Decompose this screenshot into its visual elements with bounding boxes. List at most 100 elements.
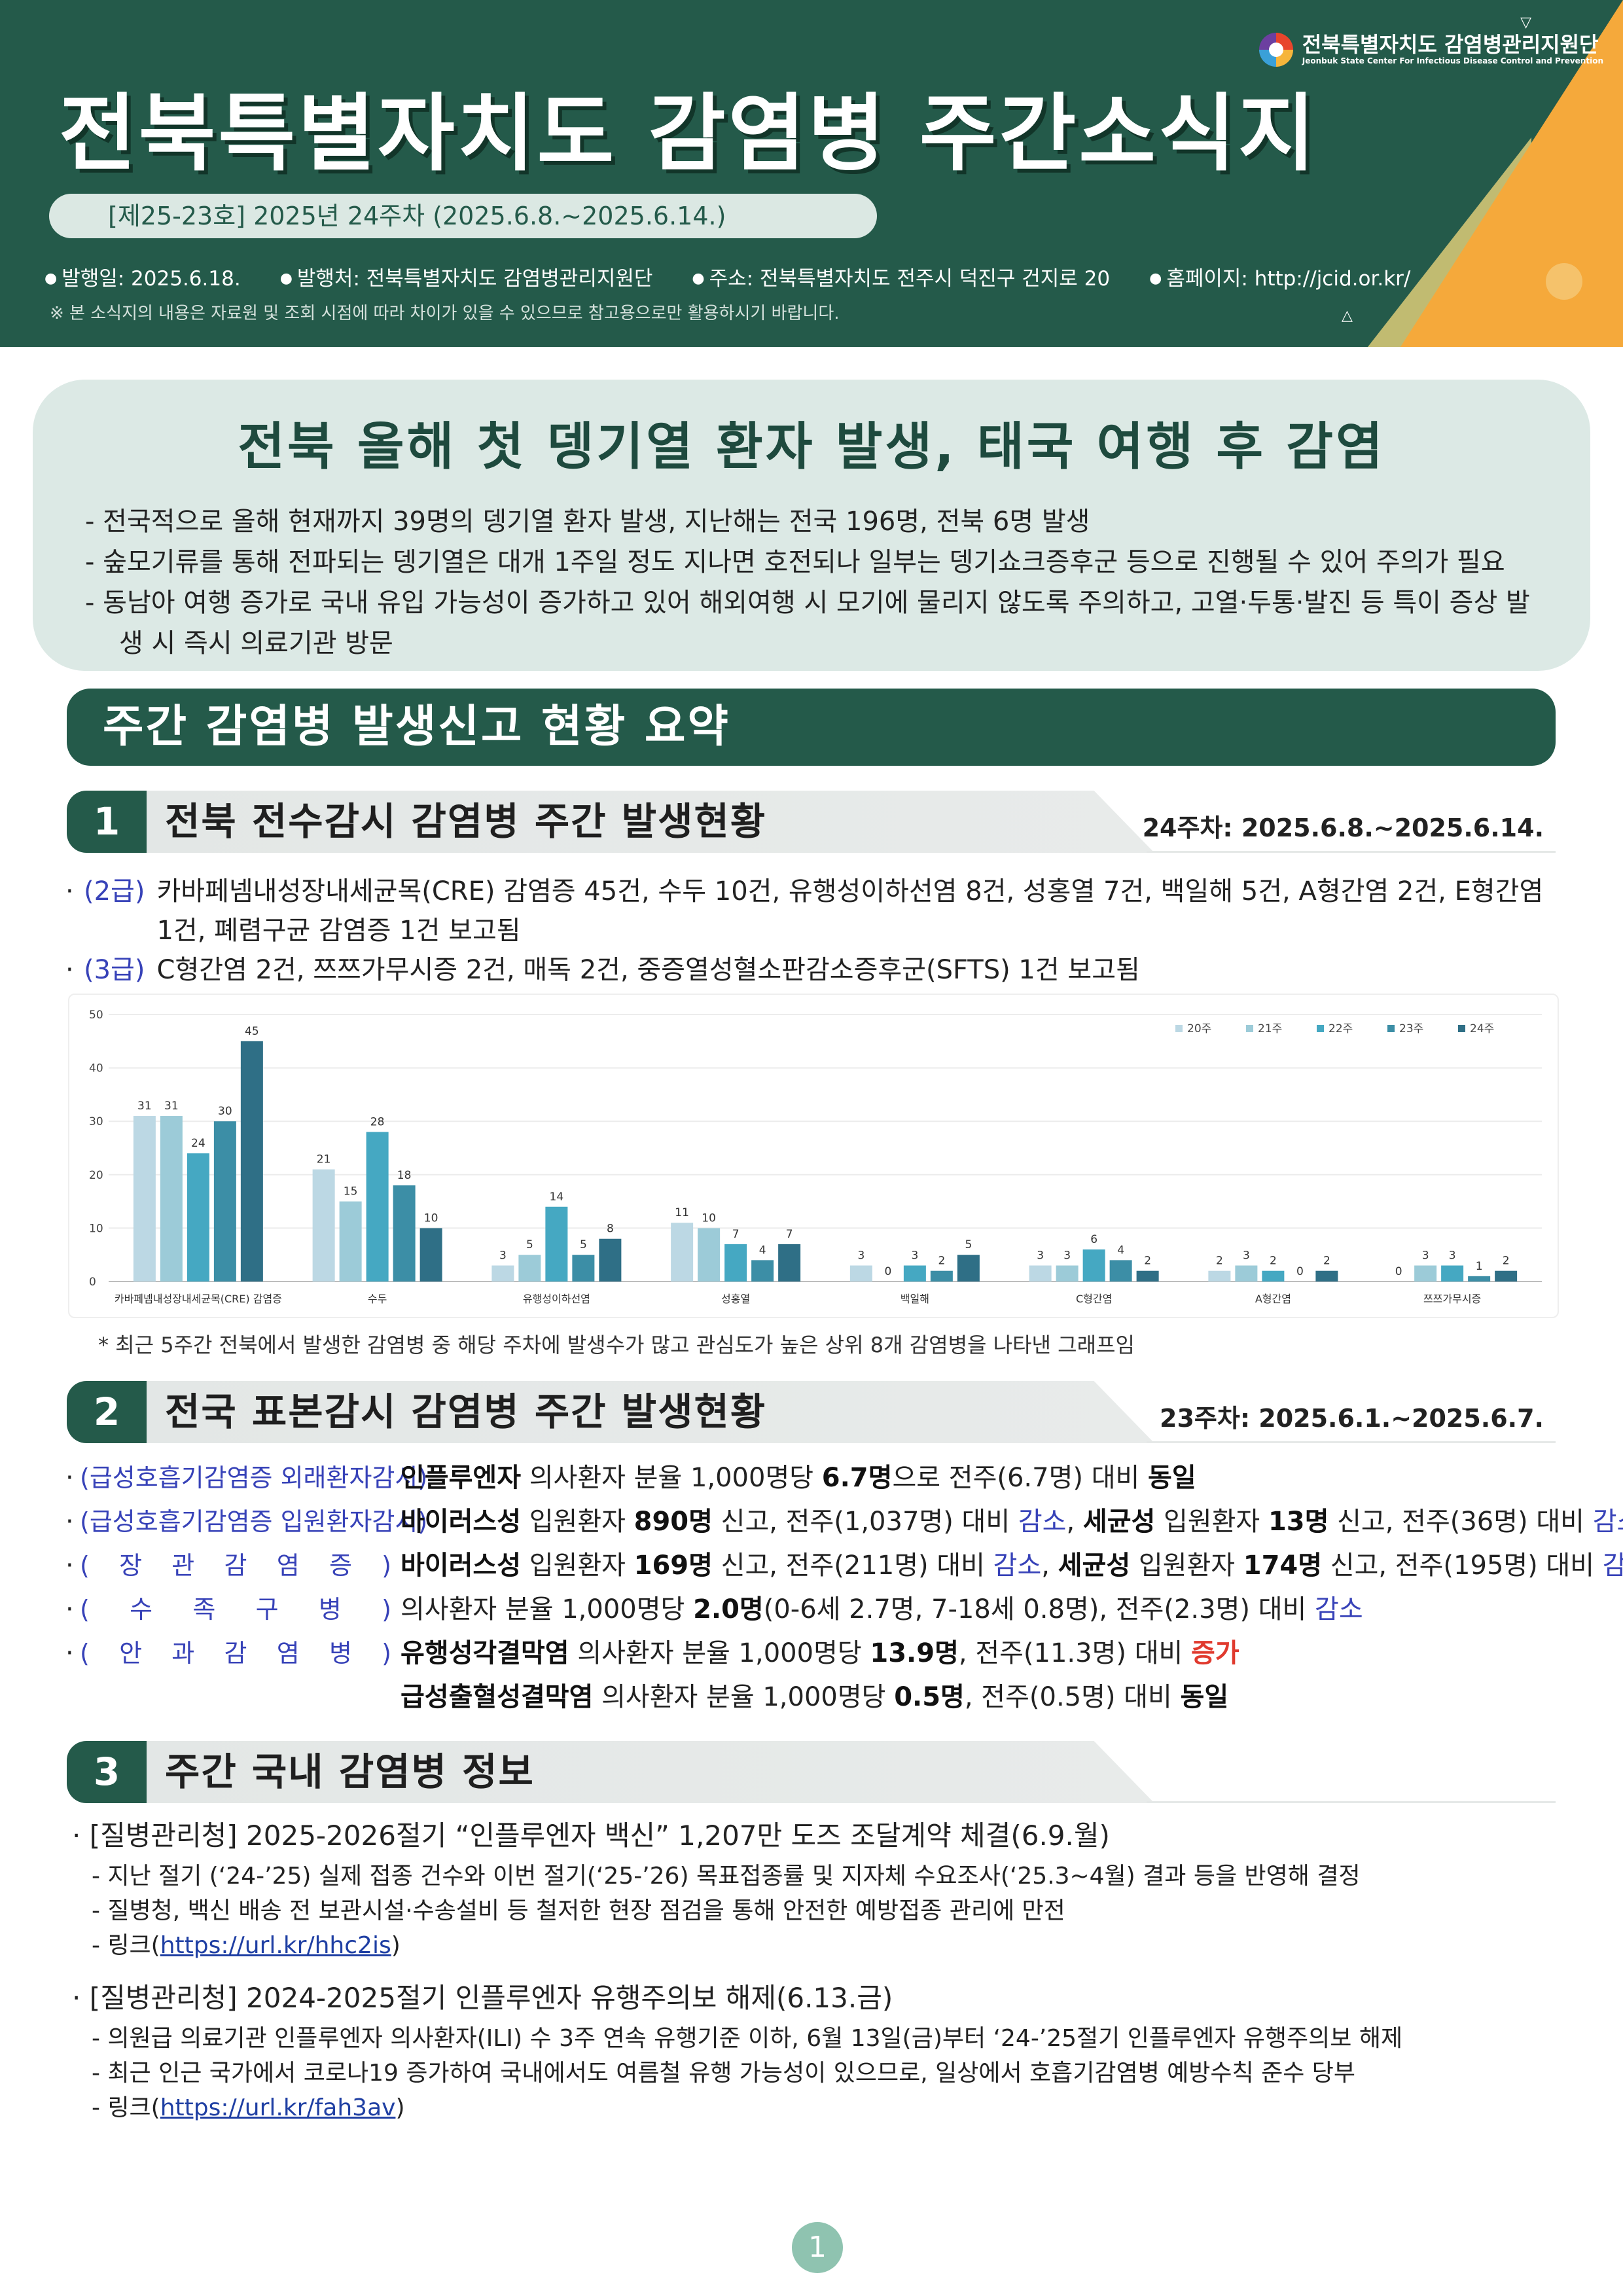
chart-bar xyxy=(599,1238,622,1282)
data-label: 2 xyxy=(1144,1255,1151,1268)
tag-char: 수 xyxy=(130,1595,153,1624)
chart-bar xyxy=(1056,1265,1079,1282)
data-label: 45 xyxy=(245,1025,259,1038)
data-label: 24 xyxy=(191,1137,205,1150)
org-name-english: Jeonbuk State Center For Infectious Dise… xyxy=(1302,56,1603,65)
data-label: 0 xyxy=(884,1265,891,1278)
tag-char: ) xyxy=(382,1595,391,1624)
list-item: · (장 관 감 염 증) 바이러스성 입원환자 169명 신고, 전주(211명) 대… xyxy=(65,1544,1623,1588)
chart-bar xyxy=(698,1228,721,1282)
text: 으로 전주(6.7명) 대비 xyxy=(892,1463,1149,1493)
data-label: 0 xyxy=(1296,1265,1304,1278)
news-link[interactable]: https://url.kr/fah3av xyxy=(160,2094,396,2121)
section-period: 23주차: 2025.6.1.~2025.6.7. xyxy=(1160,1404,1544,1433)
tag-char: 염 xyxy=(276,1639,300,1668)
data-label: 4 xyxy=(759,1244,766,1257)
value: 6.7명 xyxy=(821,1463,893,1493)
list-item: · (수 족 구 병) 의사환자 분율 1,000명당 2.0명(0-6세 2.7명,… xyxy=(65,1588,1571,1632)
data-label: 5 xyxy=(580,1238,587,1251)
chart-bar xyxy=(187,1153,209,1282)
data-label: 3 xyxy=(1422,1249,1429,1263)
chart-bar xyxy=(957,1255,980,1282)
section-number: 1 xyxy=(67,791,147,853)
headline-list: 전국적으로 올해 현재까지 39명의 뎅기열 환자 발생, 지난해는 전국 19… xyxy=(85,501,1538,664)
data-label: 10 xyxy=(702,1211,716,1225)
section-2-header: 2 전국 표본감시 감염병 주간 발생현황 23주차: 2025.6.1.~20… xyxy=(67,1381,1556,1443)
homepage-link[interactable]: 홈페이지: http://jcid.or.kr/ xyxy=(1149,262,1410,291)
trend: 감소 xyxy=(1018,1507,1067,1537)
disease-name: 인플루엔자 xyxy=(401,1463,521,1493)
news-link[interactable]: https://url.kr/hhc2is xyxy=(160,1932,391,1959)
chart-bar xyxy=(339,1201,362,1282)
triangle-icon: △ xyxy=(1342,308,1353,324)
chart-bar xyxy=(393,1185,416,1282)
page-number: 1 xyxy=(792,2222,843,2273)
trend: 감소 xyxy=(993,1551,1042,1581)
data-label: 14 xyxy=(550,1191,564,1204)
news-item: · [질병관리청] 2024-2025절기 인플루엔자 유행주의보 해제(6.1… xyxy=(72,1975,1564,2125)
text: , xyxy=(1041,1551,1058,1581)
data-label: 28 xyxy=(370,1116,385,1129)
chart-bar xyxy=(1468,1276,1491,1282)
value: 890명 xyxy=(633,1507,713,1537)
chart-bar xyxy=(1029,1265,1052,1282)
list-item: · (2급) 카바페넴내성장내세균목(CRE) 감염증 45건, 수두 10건,… xyxy=(65,872,1564,950)
news-headline-text: [질병관리청] 2025-2026절기 “인플루엔자 백신” 1,207만 도즈… xyxy=(89,1820,1110,1852)
value: 13.9명 xyxy=(870,1638,959,1668)
data-label: 3 xyxy=(911,1249,918,1263)
chart-bar xyxy=(240,1041,263,1282)
list-item: 전국적으로 올해 현재까지 39명의 뎅기열 환자 발생, 지난해는 전국 19… xyxy=(85,501,1538,542)
legend-label: 23주 xyxy=(1399,1022,1423,1035)
legend-label: 22주 xyxy=(1329,1022,1353,1035)
data-label: 11 xyxy=(675,1206,689,1219)
section-title: 전국 표본감시 감염병 주간 발생현황 xyxy=(165,1390,767,1434)
category-label: 성홍열 xyxy=(721,1293,750,1305)
tag-char: 병 xyxy=(318,1595,342,1624)
text: 입원환자 xyxy=(1155,1507,1268,1537)
data-label: 4 xyxy=(1117,1244,1124,1257)
chart-bar xyxy=(312,1169,335,1282)
data-label: 21 xyxy=(317,1153,331,1166)
section-number: 3 xyxy=(67,1741,147,1803)
chart-bar xyxy=(213,1121,236,1282)
list-item: · (안 과 감 염 병) 유행성각결막염 의사환자 분율 1,000명당 13.9명,… xyxy=(65,1632,1571,1676)
trend: 감소 xyxy=(1315,1594,1363,1624)
chart-bar xyxy=(849,1265,872,1282)
list-item: · (급성호흡기감염증 외래환자감시) 인플루엔자 의사환자 분율 1,000명… xyxy=(65,1456,1571,1500)
grade-tag: (2급) xyxy=(84,876,145,906)
data-label: 3 xyxy=(1037,1249,1044,1263)
header-banner: ▽ △ 전북특별자치도 감염병관리지원단 Jeonbuk State Cente… xyxy=(0,0,1623,347)
text: 신고, 전주(211명) 대비 xyxy=(712,1551,993,1581)
y-tick-label: 50 xyxy=(89,1009,103,1022)
divider xyxy=(1147,851,1556,853)
surveillance-tag: (장 관 감 염 증) xyxy=(80,1544,401,1588)
legend-label: 20주 xyxy=(1187,1022,1211,1035)
trend: 동일 xyxy=(1148,1463,1196,1493)
summary-banner: 주간 감염병 발생신고 현황 요약 xyxy=(67,689,1556,766)
section-header-bar xyxy=(147,1741,1154,1803)
list-item: 동남아 여행 증가로 국내 유입 가능성이 증가하고 있어 해외여행 시 모기에… xyxy=(85,583,1538,664)
trend: 감소 xyxy=(1602,1551,1623,1581)
chart-bar xyxy=(1136,1270,1159,1282)
tag-char: ) xyxy=(382,1639,391,1668)
y-tick-label: 10 xyxy=(89,1222,103,1235)
data-label: 30 xyxy=(218,1105,232,1118)
surveillance-tag: (급성호흡기감염증 입원환자감시) xyxy=(80,1507,428,1536)
trend: 감소 xyxy=(1592,1507,1623,1537)
data-label: 0 xyxy=(1395,1265,1402,1278)
news-line: 지난 절기 (‘24-’25) 실제 접종 건수와 이번 절기(‘25-’26)… xyxy=(72,1859,1564,1893)
text: 입원환자 xyxy=(1130,1551,1243,1581)
tag-char: 장 xyxy=(119,1551,143,1580)
section-1-header: 1 전북 전수감시 감염병 주간 발생현황 24주차: 2025.6.8.~20… xyxy=(67,791,1556,853)
section-header-bar xyxy=(147,791,1154,853)
chart-note: * 최근 5주간 전북에서 발생한 감염병 중 해당 주차에 발생수가 많고 관… xyxy=(98,1333,1135,1357)
news-line: 질병청, 백신 배송 전 보관시설·수송설비 등 철저한 현장 점검을 통해 안… xyxy=(72,1893,1564,1928)
section-period: 24주차: 2025.6.8.~2025.6.14. xyxy=(1142,814,1544,842)
chart-bar xyxy=(1109,1260,1132,1282)
news-link-line: 링크(https://url.kr/hhc2is) xyxy=(72,1928,1564,1963)
category-label: 유행성이하선염 xyxy=(523,1293,590,1305)
tag-char: ( xyxy=(80,1639,90,1668)
chart-bar xyxy=(1495,1270,1518,1282)
chart-bar xyxy=(1315,1270,1338,1282)
text: , 전주(11.3명) 대비 xyxy=(958,1638,1192,1668)
